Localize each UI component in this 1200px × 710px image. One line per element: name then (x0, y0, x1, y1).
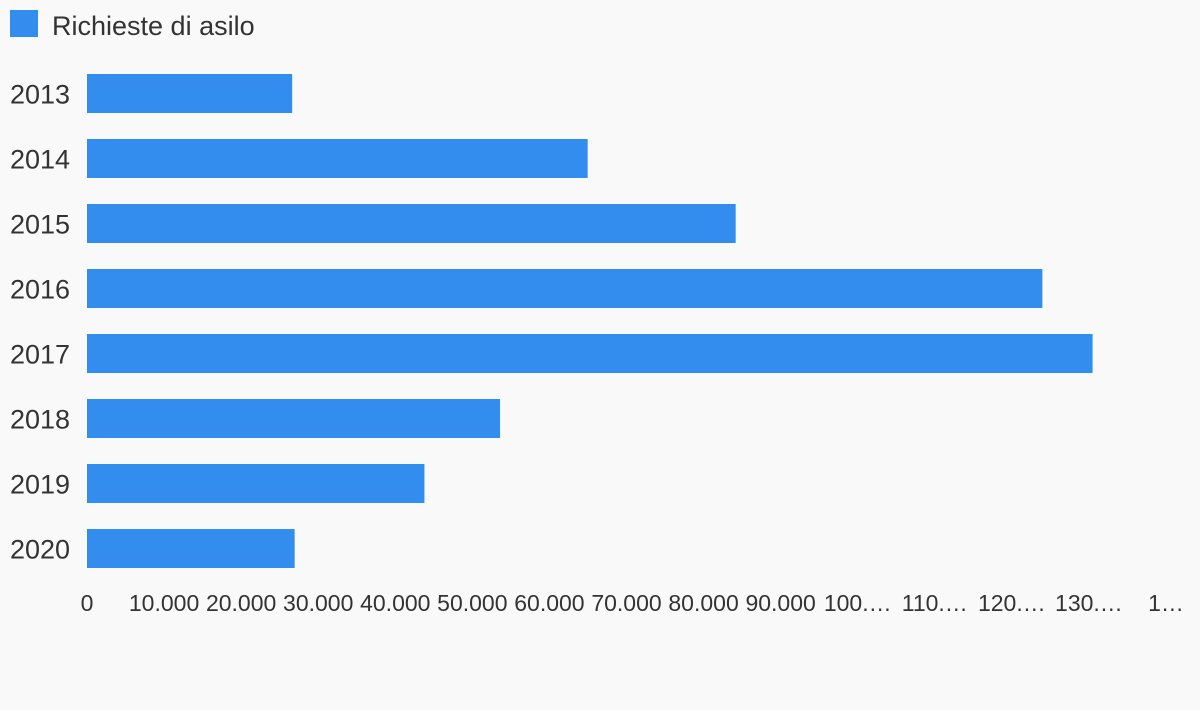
x-tick-label: 100.… (824, 590, 892, 616)
x-tick-label: 30.000 (283, 590, 353, 616)
legend-label: Richieste di asilo (52, 11, 255, 41)
bar-2020 (87, 529, 295, 568)
x-tick-label: 50.000 (437, 590, 507, 616)
x-tick-label: 130.… (1055, 590, 1123, 616)
category-label-2019: 2019 (10, 470, 70, 500)
category-label-2015: 2015 (10, 210, 70, 240)
bar-2018 (87, 399, 501, 438)
x-tick-label: 80.000 (668, 590, 738, 616)
bar-2014 (87, 139, 588, 178)
bars-group (87, 74, 1093, 568)
x-axis-ticks-group: 0 10.000 20.000 30.000 40.000 50.000 60.000 70.… (81, 590, 1184, 616)
legend: Richieste di asilo (10, 9, 255, 42)
legend-swatch (10, 9, 38, 37)
x-tick-label: 70.000 (591, 590, 661, 616)
x-tick-label: 120.… (978, 590, 1046, 616)
bar-2019 (87, 464, 425, 503)
category-label-2014: 2014 (10, 145, 70, 175)
bar-2013 (87, 74, 293, 113)
category-label-2017: 2017 (10, 340, 70, 370)
x-tick-label: 90.000 (745, 590, 815, 616)
category-label-2016: 2016 (10, 275, 70, 305)
x-tick-label: 0 (81, 590, 94, 616)
bar-2016 (87, 269, 1043, 308)
x-tick-label: 110.… (902, 590, 968, 616)
x-tick-label: 40.000 (360, 590, 430, 616)
x-tick-label: 60.000 (514, 590, 584, 616)
x-tick-label: 10.000 (129, 590, 199, 616)
category-label-2013: 2013 (10, 80, 70, 110)
bar-2015 (87, 204, 736, 243)
x-tick-label: 20.000 (206, 590, 276, 616)
category-label-2020: 2020 (10, 535, 70, 565)
x-tick-label: 1… (1148, 590, 1184, 616)
category-label-2018: 2018 (10, 405, 70, 435)
bar-2017 (87, 334, 1093, 373)
category-labels-group: 2013 2014 2015 2016 2017 2018 2019 2020 (10, 80, 70, 565)
